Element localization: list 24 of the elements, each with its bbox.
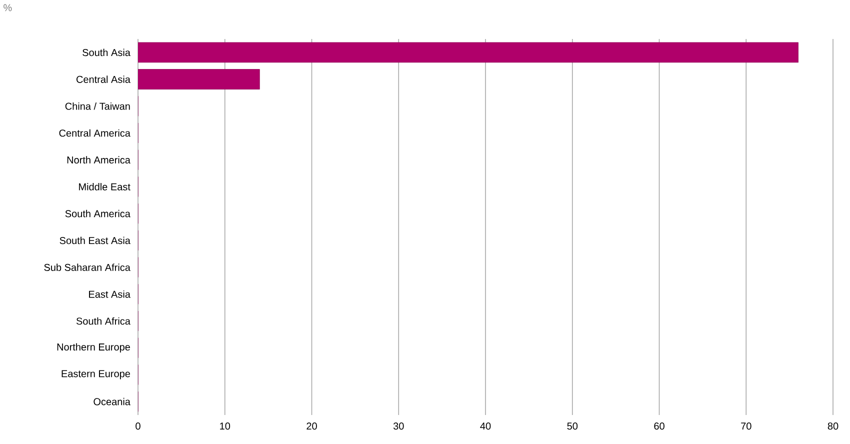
x-tick-label: 10 [220, 422, 230, 430]
y-tick-label: East Asia [89, 290, 130, 298]
y-tick-label: Central America [59, 129, 130, 137]
y-tick-label: Eastern Europe [62, 370, 130, 380]
y-tick-label: Central Asia [76, 76, 130, 83]
x-tick-label: 50 [567, 422, 578, 430]
x-axis-title: % [4, 4, 12, 12]
x-tick-label: 30 [393, 422, 404, 430]
y-tick-label: North America [67, 156, 130, 164]
x-tick-label: 80 [828, 422, 838, 430]
y-tick-label: Sub Saharan Africa [44, 264, 130, 271]
y-tick-label: Middle East [79, 183, 130, 190]
y-tick-label: South Africa [76, 317, 130, 325]
y-tick-label: Oceania [94, 398, 130, 406]
x-tick-label: 20 [306, 422, 317, 430]
y-tick-label: South East Asia [60, 236, 130, 244]
x-tick-label: 70 [741, 422, 752, 430]
x-tick-label: 60 [654, 422, 664, 430]
x-tick-label: 40 [480, 422, 491, 430]
x-tick-label: 0 [136, 422, 140, 430]
y-tick-label: China / Taiwan [65, 102, 130, 110]
y-tick-label: Northern Europe [57, 343, 130, 353]
y-tick-label: South America [65, 210, 130, 218]
y-tick-label: South Asia [82, 48, 130, 56]
